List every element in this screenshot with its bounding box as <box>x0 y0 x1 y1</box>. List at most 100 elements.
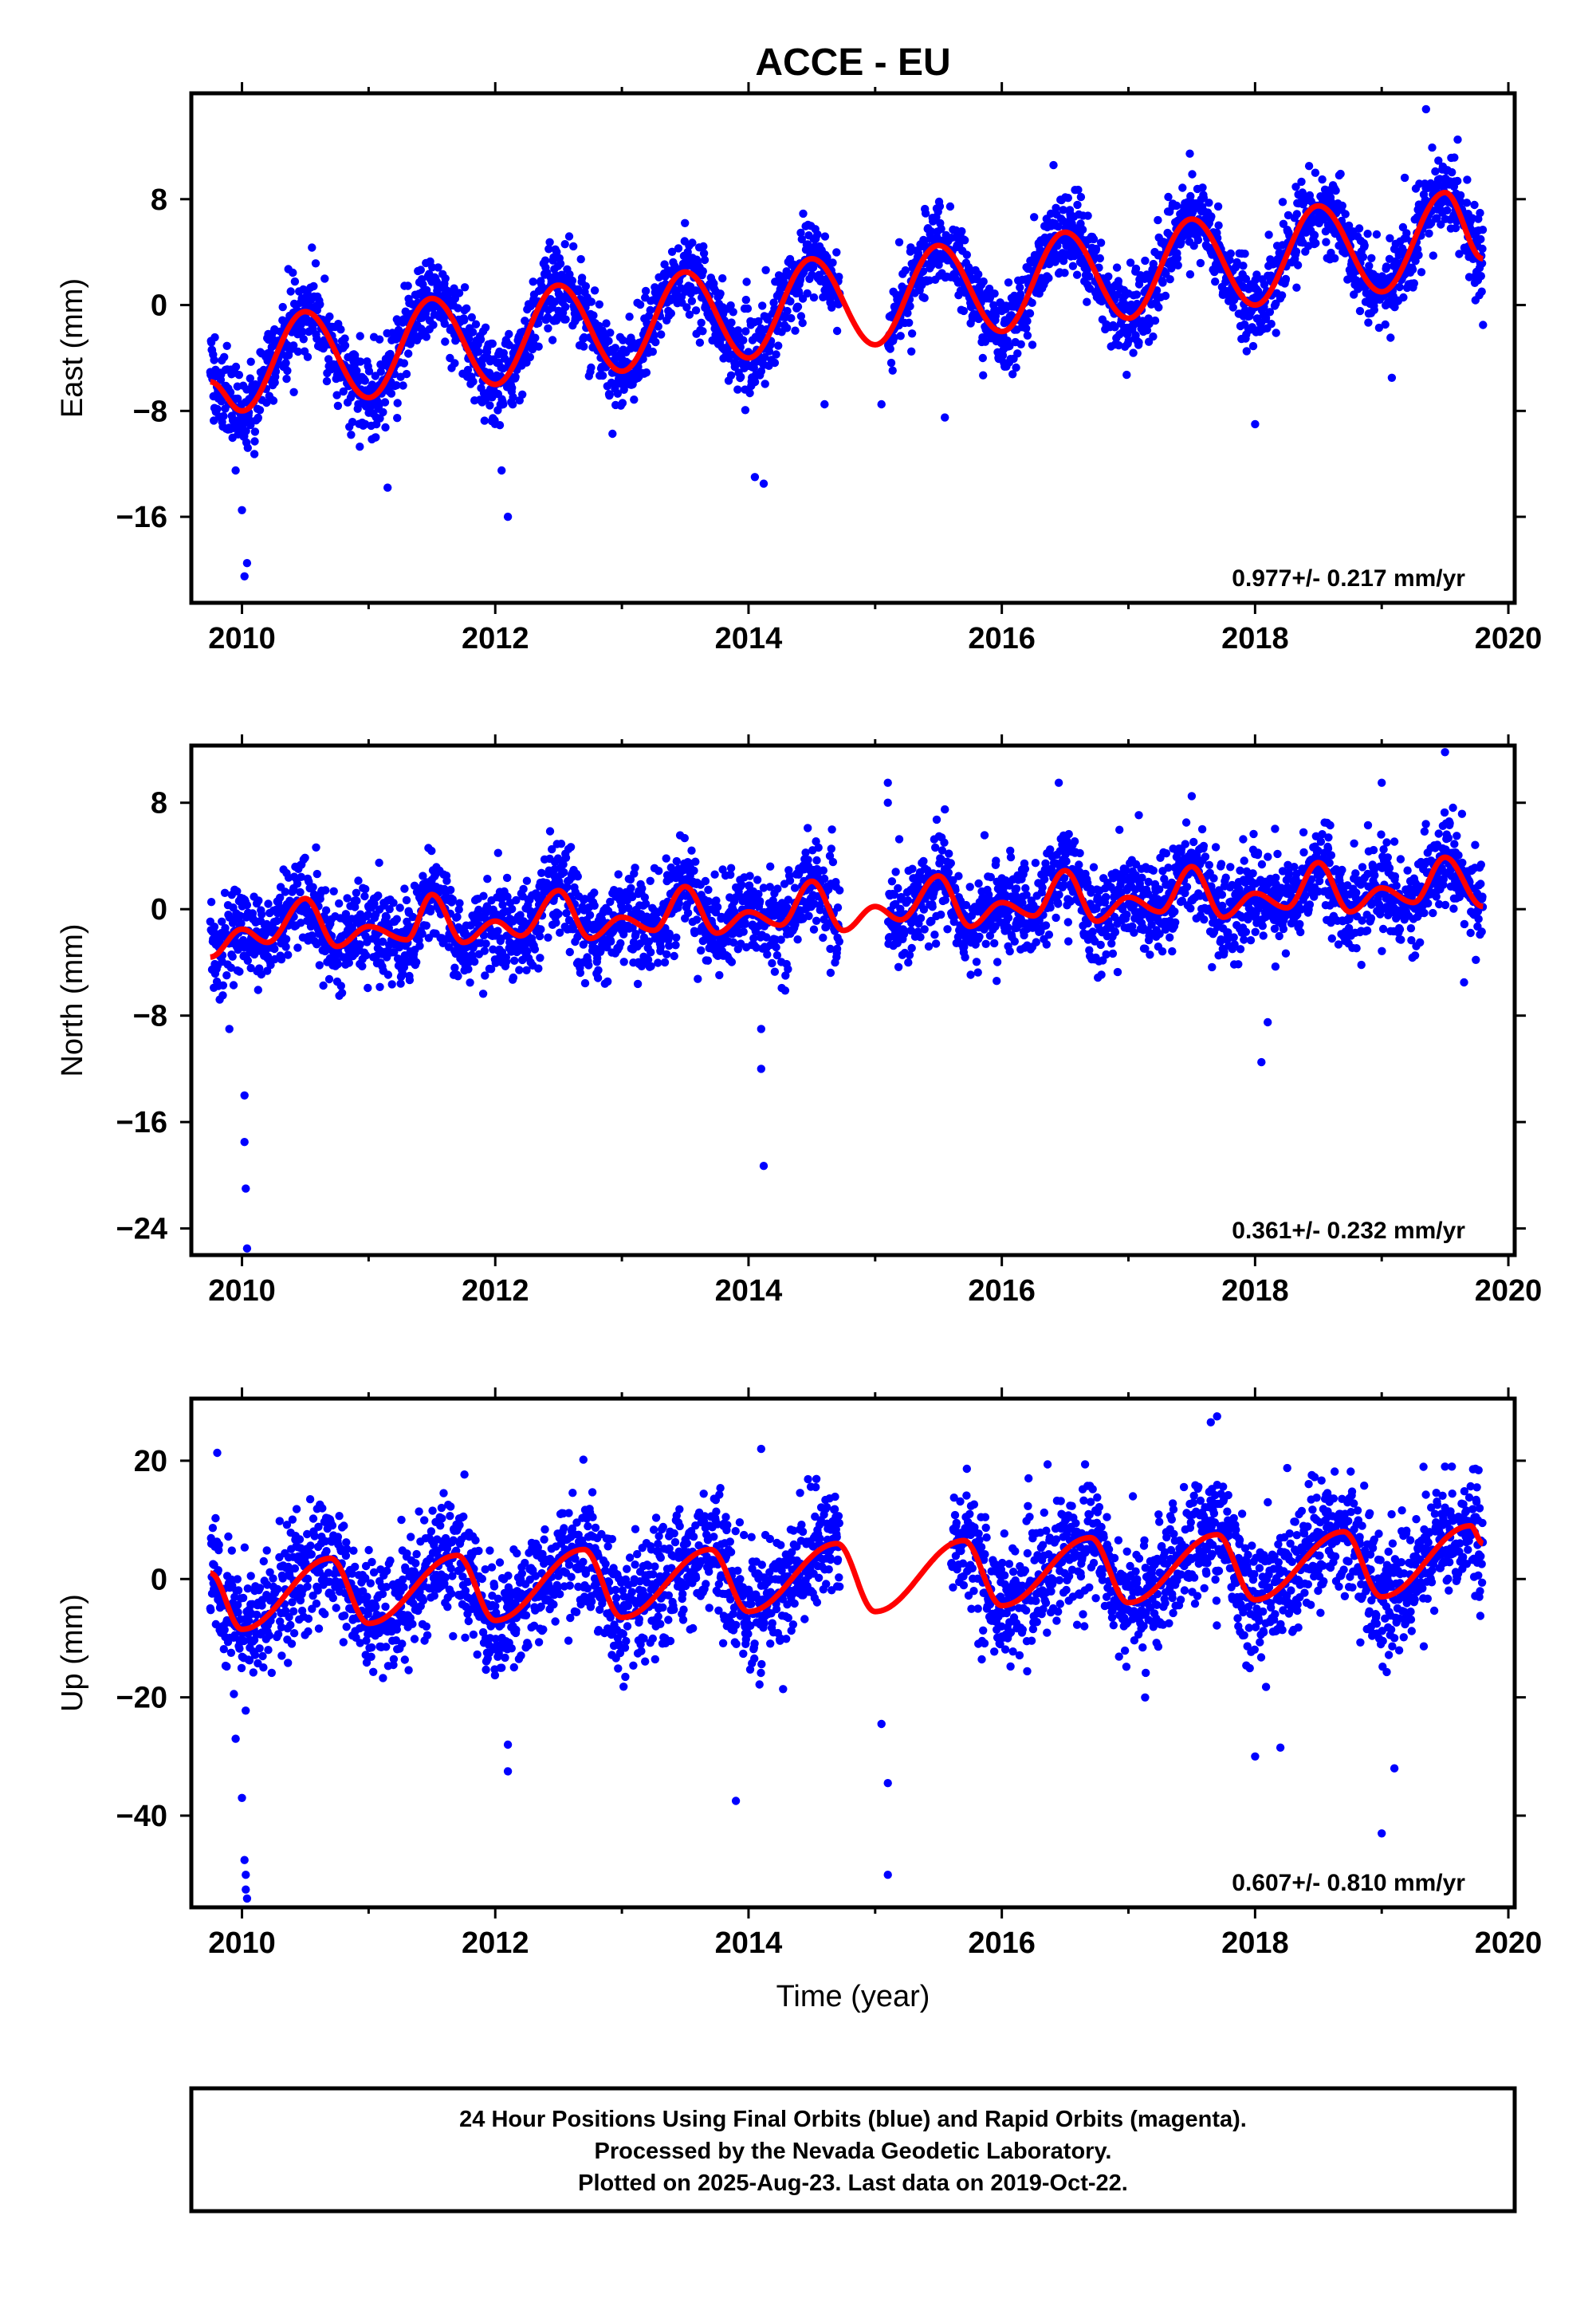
data-point <box>682 303 691 312</box>
data-point <box>544 324 552 333</box>
data-point <box>932 815 941 824</box>
data-point <box>1372 230 1382 239</box>
data-point <box>340 334 349 343</box>
data-point <box>667 247 677 256</box>
data-point <box>589 311 598 320</box>
data-point <box>335 899 344 908</box>
data-point <box>1476 272 1486 281</box>
data-point <box>770 967 780 976</box>
data-point <box>835 886 844 895</box>
data-point <box>440 319 449 329</box>
data-point <box>324 974 334 984</box>
data-point <box>756 897 765 906</box>
data-point <box>451 336 460 345</box>
data-point <box>726 371 736 380</box>
data-point <box>1111 323 1119 332</box>
data-point <box>700 255 710 265</box>
data-point <box>741 295 750 305</box>
data-point <box>593 974 603 982</box>
data-point <box>1023 331 1032 340</box>
data-point <box>614 870 623 879</box>
data-point <box>393 414 402 423</box>
data-point <box>613 389 622 398</box>
data-point <box>761 352 769 362</box>
data-point <box>828 258 837 267</box>
data-point <box>580 342 588 351</box>
data-point <box>222 341 231 350</box>
data-point <box>1134 338 1143 347</box>
data-point <box>1431 167 1440 176</box>
data-point <box>565 947 574 957</box>
data-point <box>1331 186 1340 195</box>
data-point <box>1205 199 1213 207</box>
data-point <box>511 372 520 381</box>
data-point <box>254 413 262 423</box>
data-point <box>545 827 555 836</box>
data-point <box>293 943 302 952</box>
data-point <box>441 274 450 283</box>
data-point <box>574 287 583 296</box>
data-point <box>525 352 534 362</box>
data-point <box>470 957 479 966</box>
data-point <box>1016 340 1025 348</box>
data-point <box>354 876 363 885</box>
data-point <box>278 302 287 312</box>
data-point <box>749 934 758 943</box>
data-point <box>299 335 308 344</box>
data-point <box>826 968 835 978</box>
data-point <box>1150 316 1160 325</box>
data-point <box>698 267 707 276</box>
data-point <box>502 957 511 966</box>
data-point <box>1188 170 1197 179</box>
data-point <box>387 980 396 989</box>
data-point <box>646 876 655 886</box>
data-point <box>920 925 929 934</box>
data-point <box>510 956 519 966</box>
data-point <box>1239 262 1248 270</box>
data-point <box>1267 320 1276 329</box>
y-tick-label: −8 <box>133 395 167 428</box>
data-point <box>460 316 469 325</box>
data-point <box>598 371 607 380</box>
data-point <box>916 933 925 942</box>
data-point <box>1074 185 1083 195</box>
data-point <box>1214 221 1223 230</box>
data-point <box>566 843 576 852</box>
data-point <box>455 899 464 907</box>
data-point <box>1022 324 1031 333</box>
data-point <box>1478 244 1487 254</box>
data-point <box>959 306 969 316</box>
data-point <box>220 352 229 361</box>
data-point <box>887 877 897 886</box>
data-point <box>907 943 916 953</box>
data-point <box>534 964 543 973</box>
data-point <box>625 313 634 321</box>
data-point <box>1044 274 1053 282</box>
data-point <box>309 281 318 291</box>
data-point <box>761 266 770 274</box>
data-point <box>1365 262 1374 270</box>
data-point <box>356 357 365 366</box>
data-point <box>979 371 988 380</box>
data-point <box>1060 269 1069 277</box>
data-point <box>206 898 216 907</box>
data-point <box>671 941 680 950</box>
data-point <box>1370 305 1379 314</box>
data-point <box>375 858 383 868</box>
data-point <box>383 483 392 492</box>
data-point <box>820 399 829 409</box>
data-point <box>796 228 805 238</box>
data-point <box>741 406 750 415</box>
data-point <box>483 875 492 883</box>
data-point <box>356 443 364 451</box>
data-point <box>1122 370 1131 380</box>
data-point <box>1248 341 1258 351</box>
data-point <box>814 843 823 852</box>
data-point <box>894 883 902 893</box>
data-point <box>284 950 293 959</box>
data-point <box>301 853 309 863</box>
data-point <box>784 965 792 974</box>
data-point <box>1476 208 1484 218</box>
data-point <box>576 254 585 264</box>
data-point <box>1013 349 1022 358</box>
